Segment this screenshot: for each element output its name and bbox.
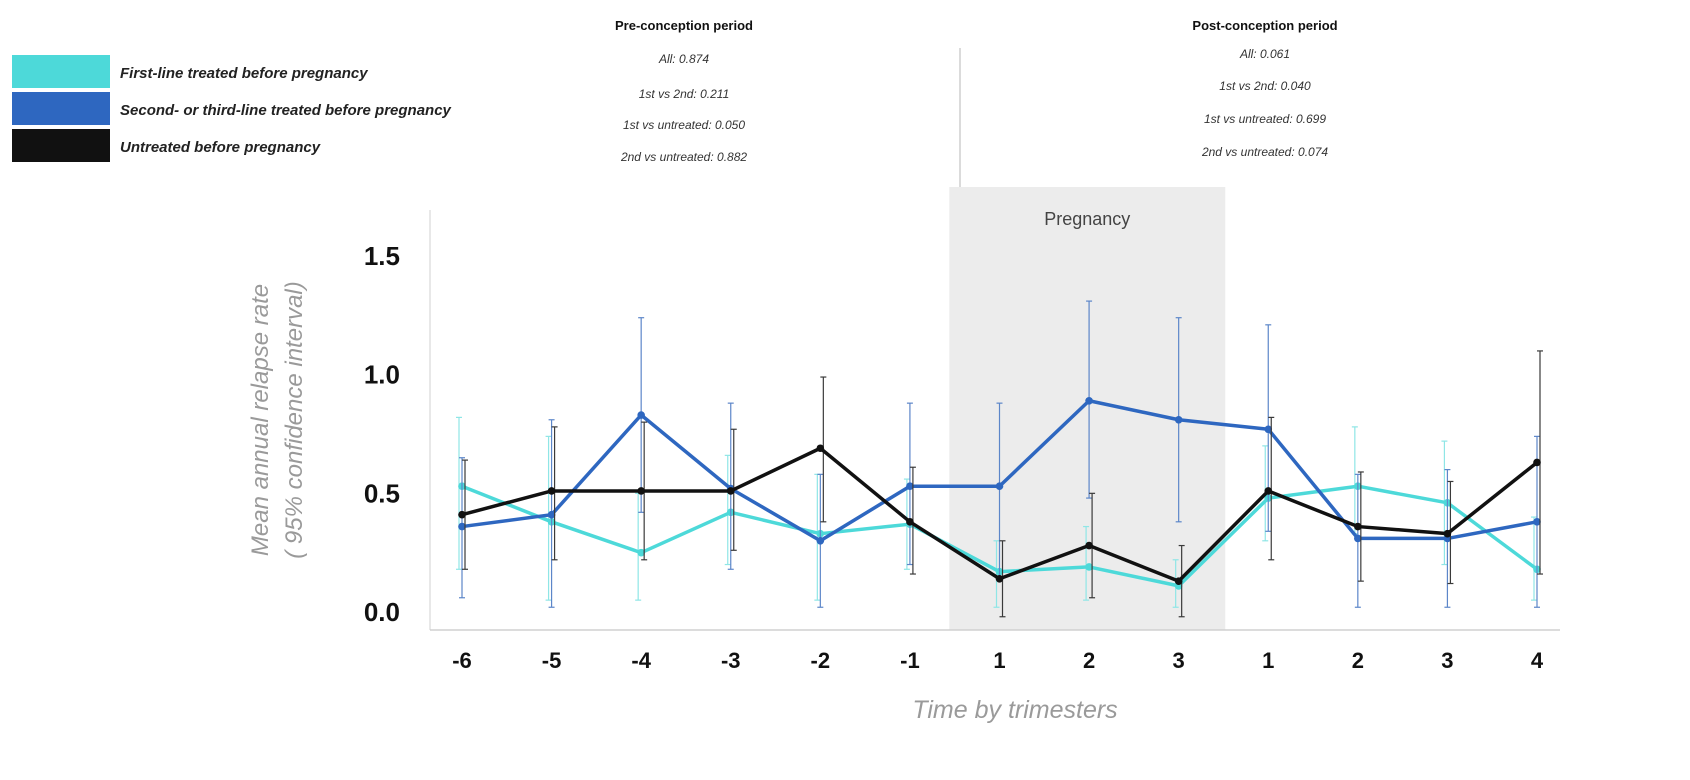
post-stat-all: All: 0.061 <box>1239 47 1290 61</box>
post-conception-title: Post-conception period <box>1192 18 1337 33</box>
pregnancy-shaded-region <box>949 187 1226 630</box>
legend-label-untreated: Untreated before pregnancy <box>120 139 321 156</box>
data-point <box>547 487 556 495</box>
x-tick-label: 2 <box>1083 648 1095 673</box>
pre-stat-1st-vs-untreated: 1st vs untreated: 0.050 <box>623 118 745 132</box>
x-tick-label: -3 <box>721 648 741 673</box>
legend-swatch-first-line <box>12 55 110 88</box>
legend-label-second-third-line: Second- or third-line treated before pre… <box>120 102 452 119</box>
data-point <box>458 510 466 519</box>
data-point <box>816 537 825 545</box>
x-tick-labels: -6 -5 -4 -3 -2 -1 1 2 3 1 2 3 4 <box>452 648 1544 673</box>
legend-swatch-untreated <box>12 129 110 162</box>
post-stat-1st-vs-untreated: 1st vs untreated: 0.699 <box>1204 112 1326 126</box>
post-stat-2nd-vs-untreated: 2nd vs untreated: 0.074 <box>1201 145 1328 159</box>
data-point <box>1264 487 1273 495</box>
x-tick-label: 3 <box>1441 648 1453 673</box>
data-point <box>1085 563 1093 571</box>
pre-stat-1st-vs-2nd: 1st vs 2nd: 0.211 <box>639 87 730 101</box>
data-point <box>906 518 914 526</box>
y-axis-label-line2: ( 95% confidence interval) <box>281 281 308 558</box>
x-tick-label: 1 <box>993 648 1005 673</box>
x-tick-label: 3 <box>1173 648 1185 673</box>
data-point <box>637 548 645 557</box>
pre-conception-annotation: Pre-conception period All: 0.874 1st vs … <box>615 18 753 164</box>
data-point <box>1354 534 1362 543</box>
pre-stat-2nd-vs-untreated: 2nd vs untreated: 0.882 <box>620 150 747 164</box>
data-point <box>1533 518 1541 526</box>
data-point <box>1264 425 1273 434</box>
pre-stat-all: All: 0.874 <box>658 52 709 66</box>
x-tick-label: -5 <box>542 648 562 673</box>
x-tick-label: -4 <box>631 648 651 673</box>
y-tick-label: 0.0 <box>364 597 400 627</box>
data-point <box>816 444 825 453</box>
y-axis-label: Mean annual relapse rate ( 95% confidenc… <box>247 281 308 558</box>
data-point <box>637 487 645 495</box>
legend-label-first-line: First-line treated before pregnancy <box>120 65 368 82</box>
data-point <box>637 411 645 419</box>
x-tick-label: -2 <box>811 648 831 673</box>
x-tick-label: 4 <box>1531 648 1544 673</box>
data-point <box>547 510 556 519</box>
data-point <box>726 487 735 495</box>
data-point <box>1443 529 1452 538</box>
data-point <box>458 522 466 531</box>
x-tick-label: -1 <box>900 648 920 673</box>
series-layer <box>456 300 1543 618</box>
legend-swatch-second-third-line <box>12 92 110 125</box>
y-tick-label: 0.5 <box>364 478 400 508</box>
data-point <box>995 574 1004 583</box>
y-tick-labels: 0.0 0.5 1.0 1.5 <box>364 241 400 627</box>
data-point <box>1085 541 1093 550</box>
legend: First-line treated before pregnancy Seco… <box>12 55 452 162</box>
data-point <box>1174 577 1183 585</box>
x-tick-label: 1 <box>1262 648 1274 673</box>
x-tick-label: 2 <box>1352 648 1364 673</box>
data-point <box>1354 522 1362 531</box>
data-point <box>1533 458 1541 467</box>
post-conception-annotation: Post-conception period All: 0.061 1st vs… <box>1192 18 1337 159</box>
pre-conception-title: Pre-conception period <box>615 18 753 33</box>
data-point <box>995 482 1004 491</box>
x-tick-label: -6 <box>452 648 472 673</box>
data-point <box>906 482 914 491</box>
post-stat-1st-vs-2nd: 1st vs 2nd: 0.040 <box>1219 79 1311 93</box>
x-axis-label: Time by trimesters <box>912 696 1117 724</box>
pregnancy-label: Pregnancy <box>1044 209 1130 229</box>
y-tick-label: 1.0 <box>364 360 400 390</box>
y-axis-label-line1: Mean annual relapse rate <box>247 284 274 556</box>
data-point <box>1085 396 1093 405</box>
data-point <box>1174 415 1183 424</box>
y-tick-label: 1.5 <box>364 241 400 271</box>
series-2 <box>458 300 1541 608</box>
series-3 <box>458 350 1543 618</box>
